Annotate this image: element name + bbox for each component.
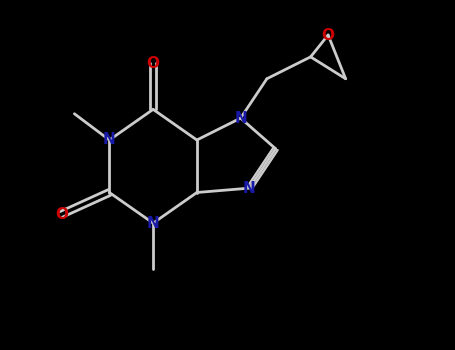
Text: O: O xyxy=(55,207,68,222)
Text: O: O xyxy=(322,28,334,42)
Text: N: N xyxy=(103,133,116,147)
Text: N: N xyxy=(147,216,160,231)
Text: N: N xyxy=(243,181,256,196)
Text: N: N xyxy=(234,111,247,126)
Text: O: O xyxy=(147,56,160,71)
